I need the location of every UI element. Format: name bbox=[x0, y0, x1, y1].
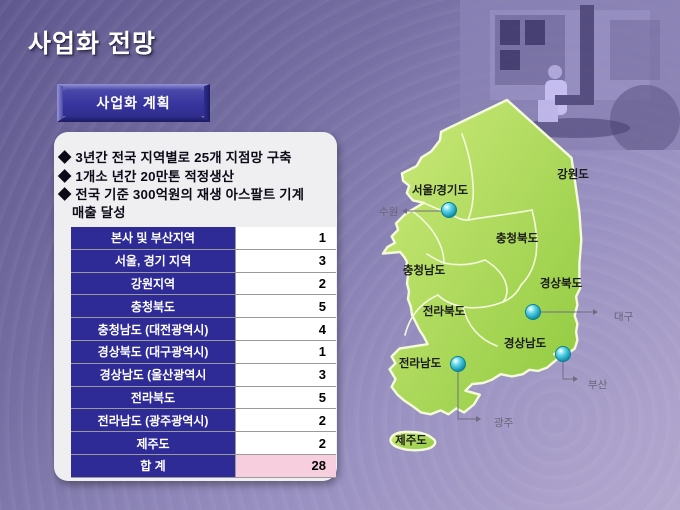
svg-text:전라북도: 전라북도 bbox=[423, 304, 466, 318]
svg-text:부산: 부산 bbox=[588, 379, 608, 391]
svg-text:광주: 광주 bbox=[494, 417, 514, 429]
svg-text:경상북도: 경상북도 bbox=[540, 276, 583, 290]
svg-text:수원: 수원 bbox=[379, 206, 398, 218]
svg-text:서울/경기도: 서울/경기도 bbox=[412, 183, 469, 197]
svg-text:충청남도: 충청남도 bbox=[403, 263, 446, 277]
svg-text:전라남도: 전라남도 bbox=[399, 356, 442, 370]
svg-text:대구: 대구 bbox=[614, 311, 634, 323]
svg-text:충청북도: 충청북도 bbox=[496, 231, 539, 245]
svg-text:경상남도: 경상남도 bbox=[504, 336, 547, 350]
svg-text:강원도: 강원도 bbox=[557, 167, 589, 181]
svg-text:제주도: 제주도 bbox=[395, 433, 427, 447]
